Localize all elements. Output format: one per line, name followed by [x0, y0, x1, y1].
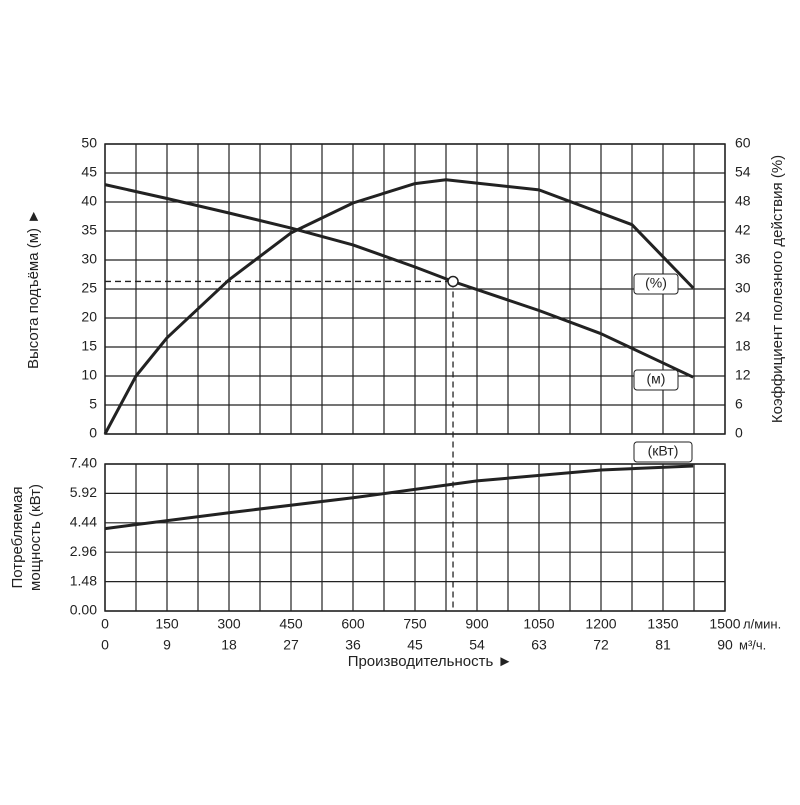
y-axis-label: мощность (кВт) [27, 484, 44, 591]
series-label-box [633, 369, 679, 391]
x2-unit: м³/ч. [739, 637, 766, 652]
y-axis-label: Высота подъёма (м) ► [25, 209, 42, 369]
series-label: (%) [645, 275, 667, 291]
series-label-box [633, 441, 693, 463]
x2-tick-label: 72 [593, 637, 609, 653]
x2-tick-label: 63 [531, 637, 547, 653]
x2-tick-label: 45 [407, 637, 423, 653]
x-tick-label: 1050 [523, 616, 554, 632]
y-axis-label: Потребляемая [9, 486, 26, 588]
y-tick-label: 50 [81, 135, 97, 151]
x-tick-label: 900 [465, 616, 489, 632]
y2-tick-label: 48 [735, 193, 751, 209]
x2-tick-label: 36 [345, 637, 361, 653]
series-line [103, 178, 695, 435]
y-tick-label: 10 [81, 367, 97, 383]
y2-tick-label: 36 [735, 251, 751, 267]
y-tick-label: 1.48 [70, 572, 97, 588]
y-tick-label: 35 [81, 222, 97, 238]
y-tick-label: 7.40 [70, 455, 97, 471]
x-tick-label: 450 [279, 616, 303, 632]
y-tick-label: 20 [81, 309, 97, 325]
x-tick-label: 150 [155, 616, 179, 632]
y-tick-label: 5 [89, 396, 97, 412]
x2-tick-label: 18 [221, 637, 237, 653]
y-tick-label: 25 [81, 280, 97, 296]
y-tick-label: 15 [81, 338, 97, 354]
x-axis-label: Производительность ► [348, 653, 513, 670]
x-unit: л/мин. [743, 616, 781, 631]
x-tick-label: 600 [341, 616, 365, 632]
y-tick-label: 45 [81, 164, 97, 180]
y-tick-label: 0 [89, 425, 97, 441]
x2-tick-label: 27 [283, 637, 299, 653]
y2-tick-label: 18 [735, 338, 751, 354]
y2-tick-label: 12 [735, 367, 751, 383]
y2-tick-label: 6 [735, 396, 743, 412]
y2-tick-label: 0 [735, 425, 743, 441]
x2-tick-label: 90 [717, 637, 733, 653]
y2-tick-label: 42 [735, 222, 751, 238]
x-tick-label: 750 [403, 616, 427, 632]
y-tick-label: 40 [81, 193, 97, 209]
y-tick-label: 4.44 [70, 514, 97, 530]
series-line [104, 183, 694, 379]
y2-tick-label: 24 [735, 309, 751, 325]
y2-axis-label: Коэффициент полезного действия (%) [769, 155, 786, 423]
series-label: (м) [647, 371, 666, 387]
y2-tick-label: 60 [735, 135, 751, 151]
y2-tick-label: 30 [735, 280, 751, 296]
y2-tick-label: 54 [735, 164, 751, 180]
x-tick-label: 1200 [585, 616, 616, 632]
x2-tick-label: 81 [655, 637, 671, 653]
y-tick-label: 2.96 [70, 543, 97, 559]
plot-frame [104, 143, 726, 435]
plot-frame [104, 463, 726, 612]
series-label-box [633, 273, 679, 295]
y-tick-label: 0.00 [70, 602, 97, 618]
x-tick-label: 0 [101, 616, 109, 632]
x2-tick-label: 9 [163, 637, 171, 653]
x2-tick-label: 0 [101, 637, 109, 653]
series-label: (кВт) [648, 443, 679, 459]
y-tick-label: 30 [81, 251, 97, 267]
y-tick-label: 5.92 [70, 484, 97, 500]
x-tick-label: 1350 [647, 616, 678, 632]
x2-tick-label: 54 [469, 637, 485, 653]
x-tick-label: 300 [217, 616, 241, 632]
operating-point [447, 275, 459, 288]
series-line [104, 464, 694, 531]
x-tick-label: 1500 [709, 616, 740, 632]
